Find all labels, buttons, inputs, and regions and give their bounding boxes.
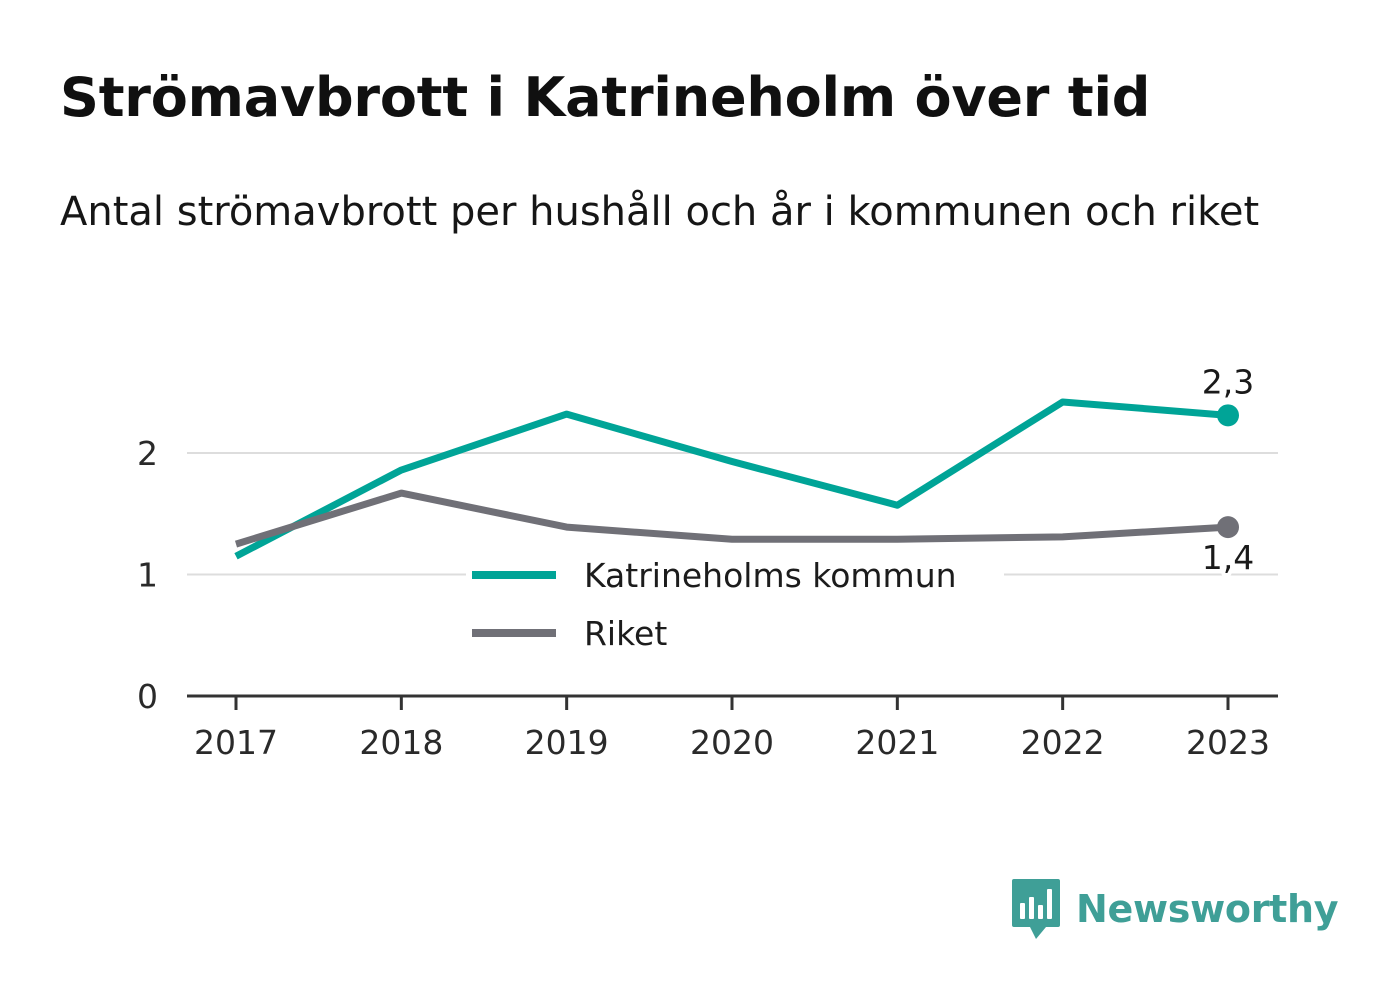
legend-label-riket: Riket [584, 614, 667, 653]
end-value-label-katrineholms-kommun: 2,3 [1202, 362, 1254, 401]
newsworthy-logo: Newsworthy [1010, 876, 1339, 942]
brand-name: Newsworthy [1076, 887, 1339, 931]
series-line-katrineholms-kommun [234, 398, 1229, 560]
end-point-marker-riket [1217, 516, 1239, 539]
chart-title: Strömavbrott i Katrineholm över tid [60, 66, 1151, 129]
series: 2,3 1,4 [234, 358, 1258, 581]
x-tick-label: 2018 [359, 723, 443, 762]
x-tick-label: 2017 [194, 723, 278, 762]
end-point-marker-katrineholms-kommun [1217, 404, 1239, 427]
x-tick-label: 2021 [855, 723, 939, 762]
y-tick-label: 2 [137, 434, 158, 473]
y-tick-label: 0 [137, 677, 158, 716]
x-tick-label: 2022 [1021, 723, 1105, 762]
series-line-riket [234, 489, 1229, 548]
legend-label-katrineholms-kommun: Katrineholms kommun [584, 556, 957, 595]
y-axis-ticks: 0 1 2 [137, 434, 158, 716]
end-value-label-riket: 1,4 [1202, 538, 1254, 577]
x-tick-label: 2019 [525, 723, 609, 762]
chart-subtitle: Antal strömavbrott per hushåll och år i … [60, 189, 1260, 235]
x-tick-label: 2020 [690, 723, 774, 762]
x-axis-ticks: 2017 2018 2019 2020 2021 2022 2023 [194, 696, 1270, 762]
x-tick-label: 2023 [1186, 723, 1270, 762]
legend: Katrineholms kommun Riket [466, 545, 1004, 659]
newsworthy-logo-icon [1012, 879, 1060, 939]
y-tick-label: 1 [137, 556, 158, 595]
